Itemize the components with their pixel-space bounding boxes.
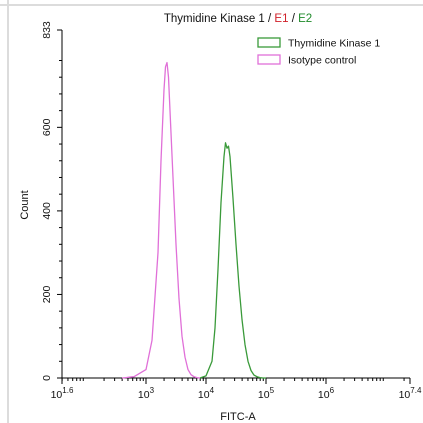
- legend-label-1: Isotype control: [288, 55, 356, 67]
- x-tick-label-4: 104: [198, 386, 215, 401]
- y-tick-label-0: 0: [41, 375, 53, 381]
- title-part-2: /: [289, 13, 299, 25]
- x-tick-label-5: 105: [258, 386, 275, 401]
- y-tick-label-833: 833: [41, 21, 53, 39]
- x-tick-label-6: 106: [318, 386, 335, 401]
- series-line-1: [121, 61, 201, 379]
- title-part-1: E1: [274, 13, 288, 25]
- x-tick-label-7.4: 107.4: [399, 386, 422, 401]
- chart-title: Thymidine Kinase 1 / E1 / E2: [164, 13, 312, 25]
- y-tick-label-400: 400: [41, 202, 53, 220]
- y-axis-label: Count: [19, 190, 31, 219]
- legend-swatch-0: [257, 37, 281, 48]
- y-tick-label-200: 200: [41, 286, 53, 304]
- legend-label-0: Thymidine Kinase 1: [288, 38, 380, 50]
- title-part-3: E2: [298, 13, 312, 25]
- y-tick-label-600: 600: [41, 118, 53, 136]
- legend-swatch-1: [257, 54, 281, 65]
- plot-area: 0 200 400 600 833 101.6 103 104 105 106 107.4 Thymi…: [41, 21, 422, 401]
- title-part-0: Thymidine Kinase 1 /: [164, 13, 275, 25]
- x-tick-label-1.6: 101.6: [51, 386, 74, 401]
- x-axis-label: FITC-A: [220, 411, 256, 423]
- series-line-0: [199, 142, 266, 379]
- x-tick-label-3: 103: [138, 386, 155, 401]
